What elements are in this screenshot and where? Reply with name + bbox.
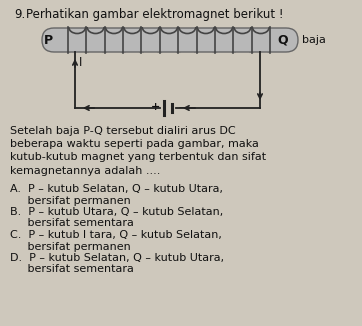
Text: bersifat permanen: bersifat permanen (10, 242, 131, 251)
FancyBboxPatch shape (42, 28, 298, 52)
Text: bersifat permanen: bersifat permanen (10, 196, 131, 205)
Text: D.  P – kutub Selatan, Q – kutub Utara,: D. P – kutub Selatan, Q – kutub Utara, (10, 253, 224, 263)
Text: I: I (79, 55, 83, 68)
Text: C.  P – kutub l tara, Q – kutub Selatan,: C. P – kutub l tara, Q – kutub Selatan, (10, 230, 222, 240)
Text: 9.: 9. (14, 8, 25, 21)
Text: baja: baja (302, 35, 326, 45)
Text: +: + (150, 102, 160, 112)
Text: bersifat sementara: bersifat sementara (10, 218, 134, 229)
Text: bersifat sementara: bersifat sementara (10, 264, 134, 274)
Text: Perhatikan gambar elektromagnet berikut !: Perhatikan gambar elektromagnet berikut … (26, 8, 283, 21)
Text: B.  P – kutub Utara, Q – kutub Selatan,: B. P – kutub Utara, Q – kutub Selatan, (10, 207, 223, 217)
Text: Setelah baja P-Q tersebut dialiri arus DC
beberapa waktu seperti pada gambar, ma: Setelah baja P-Q tersebut dialiri arus D… (10, 126, 266, 176)
Text: P: P (43, 34, 52, 47)
Text: Q: Q (278, 34, 288, 47)
Text: A.  P – kutub Selatan, Q – kutub Utara,: A. P – kutub Selatan, Q – kutub Utara, (10, 184, 223, 194)
Text: –: – (178, 102, 184, 112)
